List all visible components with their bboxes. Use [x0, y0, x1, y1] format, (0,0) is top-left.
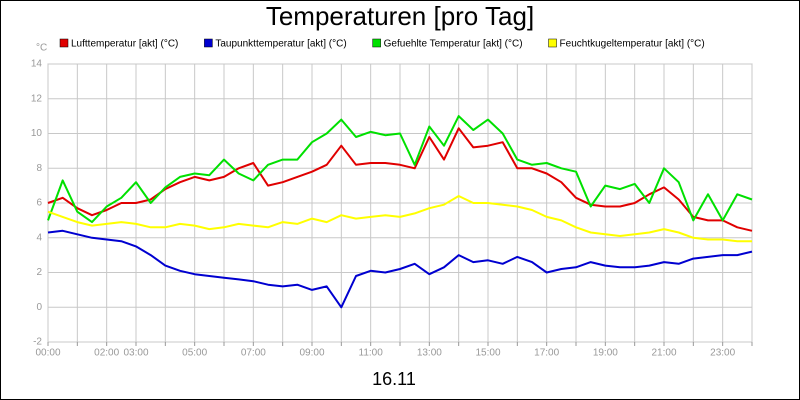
x-tick-label: 21:00 — [651, 348, 676, 359]
x-tick-label: 19:00 — [593, 348, 618, 359]
series-line — [47, 195, 752, 243]
legend-swatch — [548, 38, 557, 48]
y-tick-label: 4 — [36, 232, 42, 243]
x-tick-label: 09:00 — [299, 348, 324, 359]
legend-swatch — [59, 38, 69, 48]
series-line — [47, 229, 753, 309]
y-tick-label: 12 — [31, 93, 43, 104]
x-tick-label: 11:00 — [359, 348, 384, 359]
x-tick-label: 23:00 — [710, 348, 735, 359]
legend-swatch — [372, 38, 381, 48]
legend-label: Feuchtkugeltemperatur [akt] (°C) — [560, 39, 705, 50]
x-tick-label: 15:00 — [475, 348, 500, 359]
legend-label: Lufttemperatur [akt] (°C) — [71, 39, 178, 50]
y-tick-label: 2 — [36, 267, 42, 278]
x-tick-label: 17:00 — [534, 348, 559, 359]
x-tick-label: 05:00 — [182, 348, 207, 359]
y-unit: °C — [36, 43, 47, 54]
y-tick-label: 8 — [36, 163, 42, 174]
legend-label: Gefuehlte Temperatur [akt] (°C) — [384, 39, 523, 50]
y-tick-label: 6 — [36, 198, 42, 209]
x-tick-label: 13:00 — [417, 348, 442, 359]
chart-title: Temperaturen [pro Tag] — [266, 1, 534, 31]
legend-label: Taupunkttemperatur [akt] (°C) — [215, 39, 346, 50]
y-tick-label: 10 — [31, 128, 43, 139]
y-tick-label: 14 — [31, 59, 43, 70]
series-line — [47, 115, 753, 224]
x-tick-label: 00:00 — [35, 348, 60, 359]
legend-swatch — [204, 38, 213, 48]
x-tick-label: 07:00 — [241, 348, 266, 359]
y-tick-label: -2 — [33, 337, 42, 348]
y-tick-label: 0 — [36, 302, 42, 313]
series-line — [47, 127, 753, 232]
x-tick-label: 02:00 — [94, 348, 119, 359]
x-tick-label: 03:00 — [123, 348, 148, 359]
chart-subtitle: 16.11 — [372, 369, 416, 389]
